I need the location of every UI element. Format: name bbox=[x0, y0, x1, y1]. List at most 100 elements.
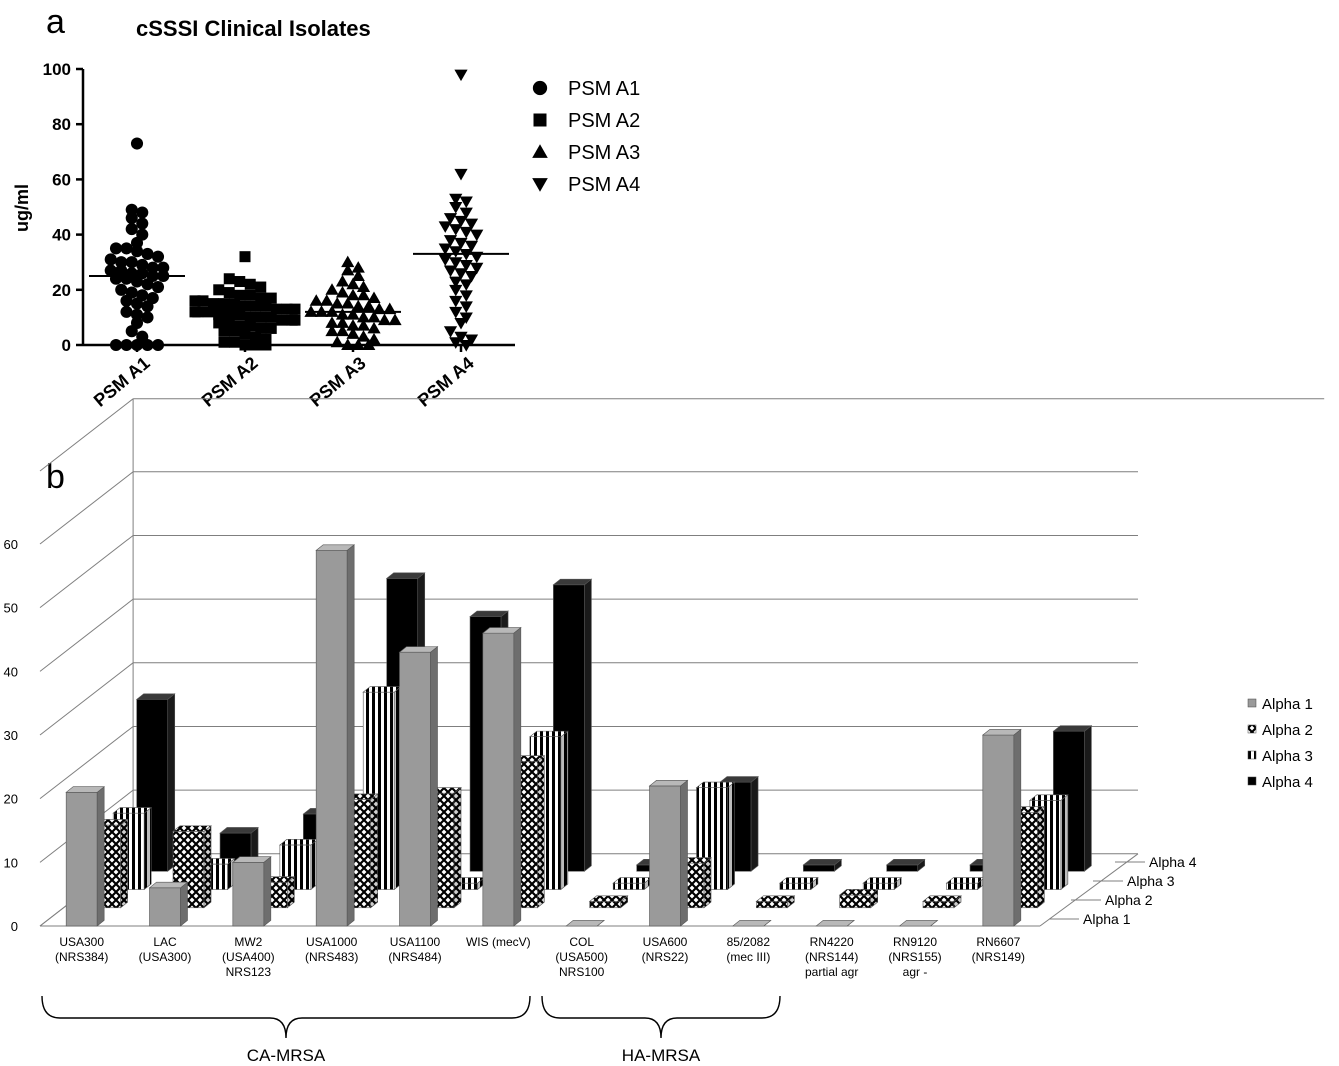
data-point bbox=[223, 287, 235, 299]
legend-label: Alpha 3 bbox=[1262, 748, 1313, 765]
bar bbox=[945, 876, 986, 891]
data-point bbox=[130, 245, 144, 258]
category-label: (NRS149) bbox=[972, 950, 1025, 964]
data-point bbox=[136, 258, 149, 272]
bar-top bbox=[945, 877, 986, 884]
bar bbox=[648, 779, 689, 927]
bar-top bbox=[231, 856, 272, 863]
data-point bbox=[356, 310, 371, 323]
bar-top bbox=[565, 920, 606, 927]
data-point bbox=[141, 338, 154, 352]
bar-front bbox=[315, 550, 348, 927]
legend-swatch bbox=[1247, 750, 1257, 760]
data-point bbox=[223, 309, 235, 321]
data-point bbox=[454, 268, 468, 280]
bar bbox=[588, 895, 629, 909]
bar bbox=[981, 728, 1022, 927]
legend-swatch bbox=[1247, 776, 1257, 786]
data-point bbox=[136, 206, 149, 219]
data-point bbox=[341, 297, 355, 309]
bar-front bbox=[982, 734, 1015, 927]
data-point bbox=[250, 300, 261, 312]
data-point bbox=[223, 317, 235, 329]
category-label: WIS (mecV) bbox=[466, 935, 531, 949]
data-point bbox=[335, 308, 350, 320]
data-point bbox=[130, 236, 144, 249]
category-label: (NRS384) bbox=[55, 950, 108, 964]
data-point bbox=[335, 316, 350, 328]
data-point bbox=[454, 215, 468, 228]
bar-top bbox=[398, 646, 439, 653]
bar-top bbox=[552, 578, 593, 586]
legend-label: Alpha 2 bbox=[1262, 722, 1313, 739]
bar-front bbox=[649, 785, 681, 927]
category-label: (NRS483) bbox=[305, 950, 358, 964]
bar-front bbox=[232, 862, 265, 927]
data-point bbox=[449, 193, 463, 206]
data-point bbox=[356, 288, 371, 301]
panel-a-legend: PSM A1 PSM A2 PSM A3 PSM A4 bbox=[532, 78, 640, 196]
data-point bbox=[146, 261, 159, 274]
y-tick-label: 100 bbox=[43, 60, 71, 79]
data-point bbox=[449, 337, 463, 349]
data-point bbox=[115, 256, 128, 269]
legend-marker bbox=[532, 178, 548, 192]
data-point bbox=[130, 308, 144, 321]
data-point bbox=[151, 280, 165, 294]
data-point bbox=[213, 284, 225, 296]
data-point bbox=[229, 325, 240, 337]
bar-top bbox=[135, 693, 176, 700]
legend-label: PSM A2 bbox=[568, 110, 640, 132]
bar bbox=[231, 856, 272, 927]
floor-right-edge bbox=[1039, 853, 1139, 927]
category-label: (NRS484) bbox=[388, 950, 441, 964]
bar-side bbox=[180, 881, 188, 927]
bar-front bbox=[862, 882, 895, 890]
data-point bbox=[362, 338, 376, 350]
bar-top bbox=[922, 895, 962, 902]
data-point bbox=[223, 273, 235, 285]
data-point bbox=[260, 333, 272, 345]
bar-front bbox=[589, 901, 621, 909]
side-gridline bbox=[39, 726, 134, 800]
group-brace bbox=[541, 995, 781, 1039]
data-point bbox=[335, 324, 350, 337]
data-point bbox=[459, 290, 473, 302]
legend-label: PSM A1 bbox=[568, 78, 640, 100]
y-tick-label: 0 bbox=[11, 919, 18, 934]
data-point bbox=[244, 289, 256, 301]
category-label: RN6607 bbox=[976, 935, 1020, 949]
data-point bbox=[443, 265, 458, 278]
data-point bbox=[229, 336, 240, 348]
bar-side bbox=[513, 626, 522, 927]
panel-b-legend: Alpha 1 Alpha 2 Alpha 3 Alpha 4 bbox=[1247, 696, 1313, 791]
bar-side bbox=[1013, 728, 1022, 927]
data-point bbox=[346, 319, 360, 331]
data-point bbox=[189, 295, 201, 307]
data-point bbox=[443, 326, 458, 338]
bar bbox=[565, 920, 606, 927]
data-point bbox=[454, 69, 468, 82]
bar bbox=[862, 876, 903, 891]
category-label: (USA500) bbox=[555, 950, 608, 964]
data-point bbox=[213, 309, 225, 321]
data-point bbox=[234, 289, 246, 301]
data-point bbox=[136, 217, 149, 230]
data-point bbox=[255, 281, 267, 293]
bar-top bbox=[481, 627, 522, 634]
bar bbox=[315, 544, 356, 927]
data-point bbox=[104, 253, 117, 266]
bar-top bbox=[1052, 725, 1093, 732]
data-point bbox=[208, 298, 219, 310]
bar-top bbox=[315, 544, 356, 551]
data-point bbox=[454, 237, 468, 250]
category-label: 85/2082 bbox=[727, 935, 771, 949]
bar-top bbox=[529, 730, 569, 738]
data-point bbox=[459, 196, 473, 209]
data-point bbox=[356, 330, 371, 342]
panel-a-letter: a bbox=[46, 3, 65, 41]
data-point bbox=[464, 240, 479, 253]
bar bbox=[65, 786, 106, 927]
legend-label: PSM A3 bbox=[568, 142, 640, 164]
data-point bbox=[470, 229, 484, 242]
